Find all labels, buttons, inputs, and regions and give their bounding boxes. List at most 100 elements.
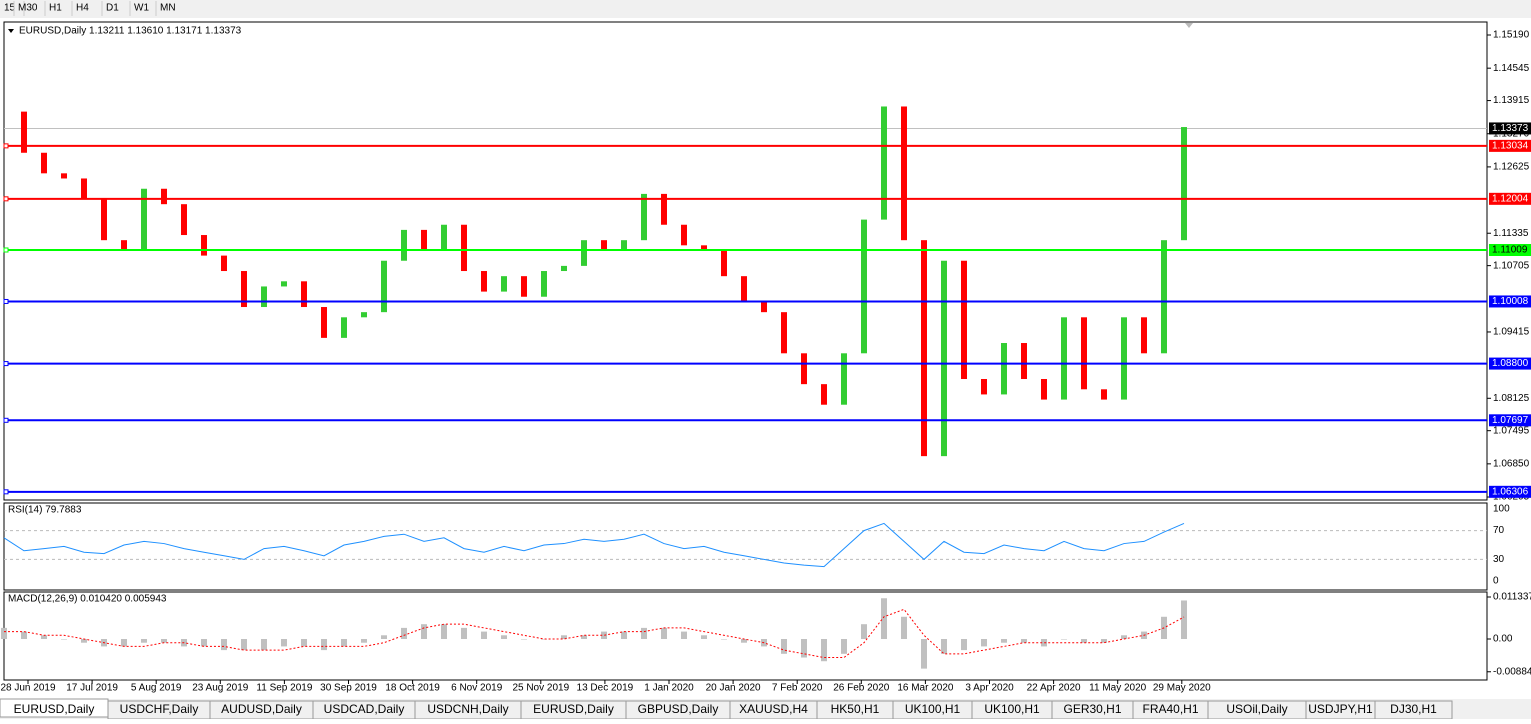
tab-label[interactable]: GER30,H1 <box>1063 702 1121 716</box>
level-label-bg <box>1489 295 1531 308</box>
tab-label[interactable]: DJ30,H1 <box>1390 702 1437 716</box>
macd-bar <box>881 598 887 639</box>
level-label-bg <box>1489 485 1531 498</box>
macd-bar <box>141 639 147 643</box>
timeframe-button[interactable]: D1 <box>106 3 119 14</box>
date-label: 23 Aug 2019 <box>192 683 249 694</box>
macd-bar <box>121 639 127 647</box>
candle <box>1101 389 1107 400</box>
macd-bar <box>381 635 387 639</box>
candle <box>1041 379 1047 400</box>
tab-label[interactable]: EURUSD,Daily <box>14 702 95 716</box>
date-label: 5 Aug 2019 <box>131 683 182 694</box>
timeframe-button[interactable]: W1 <box>134 3 149 14</box>
candle <box>501 276 507 292</box>
macd-bar <box>801 639 807 658</box>
candle <box>641 193 647 241</box>
tab-label[interactable]: AUDUSD,Daily <box>221 702 302 716</box>
candle <box>181 204 187 236</box>
current-price-label: 1.13373 <box>1492 123 1529 134</box>
tab-label[interactable]: GBPUSD,Daily <box>638 702 719 716</box>
candle <box>281 281 287 287</box>
candle <box>881 106 887 220</box>
rsi-frame <box>3 502 1488 591</box>
tab-label[interactable]: XAUUSD,H4 <box>739 702 808 716</box>
date-label: 3 Apr 2020 <box>965 683 1014 694</box>
macd-bar <box>421 624 427 639</box>
candle <box>401 229 407 261</box>
candle <box>1001 343 1007 395</box>
candle <box>361 312 367 318</box>
candle <box>701 245 707 251</box>
timeframe-button[interactable]: 15 <box>4 3 16 14</box>
candle <box>621 240 627 251</box>
macd-bar <box>361 639 367 643</box>
macd-axis-label: -0.008848 <box>1493 666 1531 677</box>
rsi-line <box>3 522 1185 568</box>
tab-label[interactable]: HK50,H1 <box>831 702 880 716</box>
candle <box>161 188 167 205</box>
header-arrow <box>8 29 14 33</box>
timeframe-button[interactable]: MN <box>160 3 176 14</box>
tab-label[interactable]: USDCNH,Daily <box>427 702 508 716</box>
macd-bar <box>741 639 747 643</box>
candle <box>661 193 667 225</box>
candle <box>1141 317 1147 354</box>
timeframe-button[interactable]: H1 <box>49 3 62 14</box>
macd-header: MACD(12,26,9) 0.010420 0.005943 <box>8 594 167 605</box>
tab-label[interactable]: FRA40,H1 <box>1142 702 1198 716</box>
current-price-bg <box>1489 122 1531 135</box>
date-label: 11 May 2020 <box>1089 683 1147 694</box>
candle <box>1121 317 1127 400</box>
macd-bar <box>61 639 67 640</box>
level-handle <box>3 361 9 367</box>
tab-label[interactable]: USOil,Daily <box>1226 702 1287 716</box>
macd-axis-label: 0.011337 <box>1493 592 1531 603</box>
date-label: 11 Sep 2019 <box>256 683 312 694</box>
tab-label[interactable]: UK100,H1 <box>905 702 961 716</box>
macd-bar <box>521 639 527 640</box>
timeframe-button[interactable]: M30 <box>18 3 38 14</box>
level-label-bg <box>1489 192 1531 205</box>
candle <box>1061 317 1067 400</box>
level-label-bg <box>1489 414 1531 427</box>
price-label: 1.11335 <box>1493 228 1529 239</box>
macd-bar <box>241 639 247 651</box>
tab-label[interactable]: EURUSD,Daily <box>533 702 614 716</box>
candle <box>601 240 607 251</box>
candle <box>341 317 347 338</box>
level-handle <box>3 143 9 149</box>
tab-label[interactable]: UK100,H1 <box>984 702 1040 716</box>
macd-bar <box>621 631 627 639</box>
timeframe-button[interactable]: H4 <box>76 3 89 14</box>
candle <box>421 229 427 251</box>
shift-marker <box>1185 23 1193 28</box>
candle <box>741 276 747 302</box>
level-label: 1.10008 <box>1492 296 1529 307</box>
macd-bar <box>1041 639 1047 647</box>
candle <box>681 224 687 246</box>
macd-bar <box>21 631 27 639</box>
tab-label[interactable]: USDCHF,Daily <box>120 702 199 716</box>
tab-label[interactable]: USDJPY,H1 <box>1308 702 1373 716</box>
macd-bar <box>1021 639 1027 643</box>
date-label: 18 Oct 2019 <box>385 683 440 694</box>
price-label: 1.14545 <box>1493 63 1530 74</box>
macd-bar <box>1061 639 1067 640</box>
price-label: 1.06850 <box>1493 458 1530 469</box>
price-label: 1.09415 <box>1493 327 1530 338</box>
price-label: 1.07495 <box>1493 425 1530 436</box>
tab-label[interactable]: USDCAD,Daily <box>324 702 405 716</box>
macd-bar <box>41 635 47 639</box>
candle <box>121 240 127 251</box>
candle <box>21 111 27 153</box>
macd-bar <box>841 639 847 654</box>
candle <box>61 173 67 179</box>
macd-bar <box>781 639 787 654</box>
macd-bar <box>981 639 987 647</box>
candle <box>201 235 207 256</box>
macd-bar <box>921 639 927 669</box>
level-handle <box>3 196 9 202</box>
